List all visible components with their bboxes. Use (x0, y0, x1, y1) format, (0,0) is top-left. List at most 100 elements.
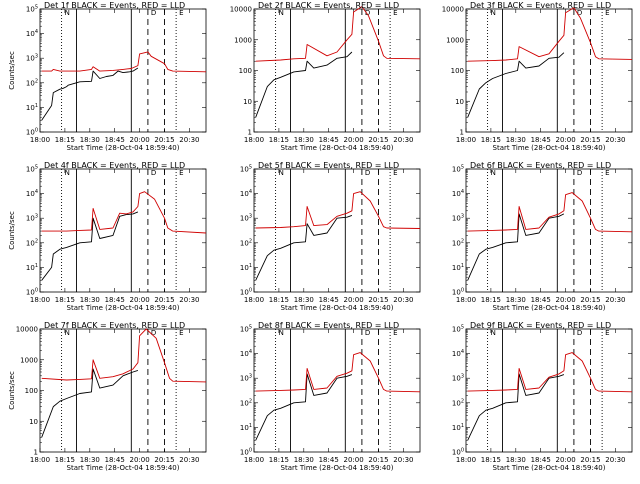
y-tick-label: 101 (452, 263, 464, 272)
series-lld-line (255, 352, 421, 393)
y-tick-label: 102 (26, 238, 38, 247)
y-tick-label: 103 (26, 214, 38, 223)
x-tick-label: 18:15 (55, 456, 75, 464)
series-lld-line (41, 191, 207, 234)
marker-label-D: D (365, 169, 370, 177)
series-events-line (467, 213, 565, 281)
marker-label-N: N (279, 329, 284, 337)
series-events-line (255, 373, 353, 441)
x-tick-label: 18:30 (80, 456, 100, 464)
x-tick-label: 20:30 (179, 296, 199, 304)
plot-frame (465, 168, 633, 293)
series-events-line (41, 211, 139, 281)
y-tick-label: 103 (452, 214, 464, 223)
x-tick-label: 20:00 (344, 136, 364, 144)
x-tick-label: 18:30 (80, 296, 100, 304)
y-tick-label: 10000 (442, 6, 464, 14)
y-tick-label: 105 (452, 325, 464, 334)
x-axis-label: Start Time (28-Oct-04 18:59:40) (281, 464, 394, 472)
y-tick-label: 100 (451, 67, 464, 75)
y-tick-label: 101 (452, 423, 464, 432)
y-tick-label: 1000 (20, 356, 38, 364)
marker-label-D: D (151, 329, 156, 337)
x-tick-label: 18:15 (481, 296, 501, 304)
marker-label-E: E (393, 169, 397, 177)
series-lld-line (467, 192, 633, 233)
x-tick-label: 20:30 (605, 136, 625, 144)
marker-label-N: N (491, 9, 496, 17)
y-tick-label: 100 (452, 448, 464, 457)
x-tick-label: 18:45 (319, 296, 339, 304)
x-tick-label: 18:30 (294, 296, 314, 304)
marker-label-D: D (365, 9, 370, 17)
x-tick-label: 20:15 (580, 136, 600, 144)
x-tick-label: 18:45 (319, 136, 339, 144)
x-tick-label: 18:00 (30, 296, 50, 304)
x-tick-label: 20:30 (179, 456, 199, 464)
y-tick-label: 10 (29, 418, 38, 426)
y-tick-label: 10000 (230, 6, 252, 14)
series-lld-line (255, 191, 421, 229)
y-tick-label: 104 (240, 189, 252, 198)
x-tick-label: 18:00 (456, 456, 476, 464)
y-tick-label: 104 (26, 29, 38, 38)
y-tick-label: 100 (26, 128, 38, 137)
marker-label-E: E (179, 169, 183, 177)
x-axis-label: Start Time (28-Oct-04 18:59:40) (281, 144, 394, 152)
series-lld-line (255, 6, 421, 62)
y-tick-label: 101 (26, 263, 38, 272)
x-tick-label: 20:15 (580, 296, 600, 304)
y-tick-label: 101 (240, 263, 252, 272)
y-tick-label: 100 (25, 387, 38, 395)
x-tick-label: 18:45 (105, 136, 125, 144)
y-tick-label: 102 (240, 238, 252, 247)
series-events-line (255, 51, 353, 118)
x-tick-label: 18:00 (244, 136, 264, 144)
x-tick-label: 18:45 (105, 296, 125, 304)
series-events-line (255, 214, 353, 281)
x-tick-label: 18:15 (481, 456, 501, 464)
y-tick-label: 100 (452, 288, 464, 297)
y-tick-label: 100 (240, 448, 252, 457)
y-tick-label: 102 (452, 398, 464, 407)
y-tick-label: 100 (26, 288, 38, 297)
marker-label-D: D (577, 329, 582, 337)
plot-frame (465, 8, 633, 133)
y-tick-label: 103 (452, 374, 464, 383)
x-tick-label: 18:00 (244, 456, 264, 464)
y-tick-label: 102 (452, 238, 464, 247)
y-tick-label: 104 (26, 189, 38, 198)
x-tick-label: 18:30 (294, 456, 314, 464)
x-tick-label: 18:30 (294, 136, 314, 144)
marker-label-E: E (605, 169, 609, 177)
y-tick-label: 101 (240, 423, 252, 432)
marker-label-N: N (279, 9, 284, 17)
x-tick-label: 20:30 (605, 296, 625, 304)
y-tick-label: 105 (26, 5, 38, 14)
y-tick-label: 1000 (234, 36, 252, 44)
series-lld-line (467, 7, 633, 62)
detector-panel-7: 18:00 18:15 18:30 18:45 20:00 20:15 20:30 1 10 10… (8, 321, 207, 472)
y-tick-label: 10 (243, 98, 252, 106)
y-tick-label: 103 (240, 374, 252, 383)
x-tick-label: 20:30 (393, 456, 413, 464)
x-tick-label: 18:45 (319, 456, 339, 464)
x-tick-label: 18:45 (531, 296, 551, 304)
x-tick-label: 20:00 (130, 136, 150, 144)
plot-frame (39, 328, 207, 453)
marker-label-E: E (393, 9, 397, 17)
x-axis-label: Start Time (28-Oct-04 18:59:40) (281, 304, 394, 312)
marker-label-N: N (65, 9, 70, 17)
marker-label-N: N (65, 169, 70, 177)
plot-frame (465, 328, 633, 453)
y-tick-label: 100 (240, 288, 252, 297)
x-tick-label: 20:00 (556, 456, 576, 464)
x-axis-label: Start Time (28-Oct-04 18:59:40) (493, 304, 606, 312)
y-tick-label: 105 (240, 165, 252, 174)
y-tick-label: 105 (452, 165, 464, 174)
x-axis-label: Start Time (28-Oct-04 18:59:40) (67, 144, 180, 152)
marker-label-D: D (151, 9, 156, 17)
x-tick-label: 18:30 (506, 296, 526, 304)
